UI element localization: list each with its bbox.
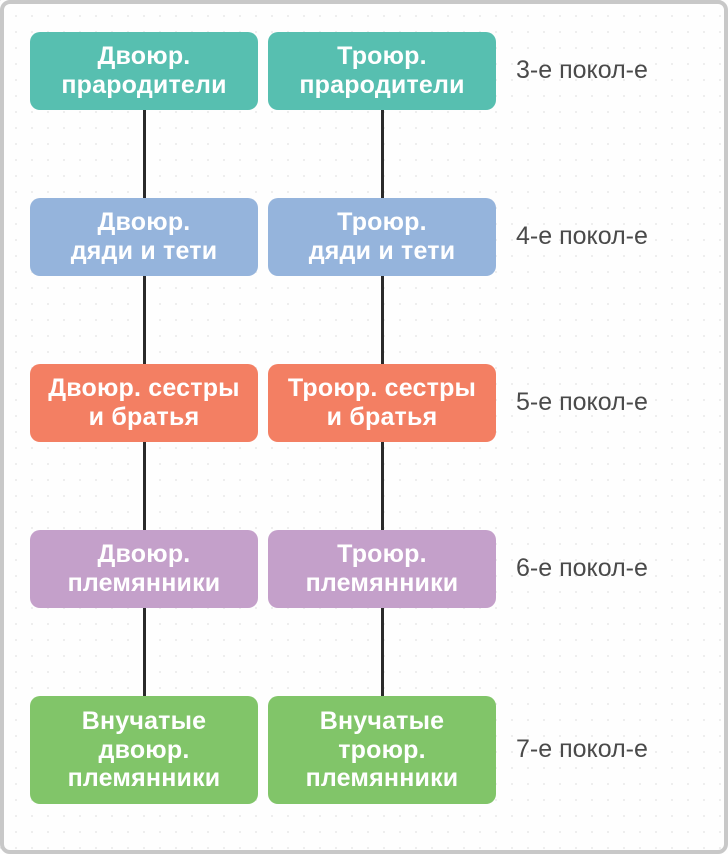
generation-label-row1: 4-е покол-е	[516, 222, 648, 251]
node-col1-row1: Двоюр.дяди и тети	[30, 198, 258, 276]
diagram-canvas: Двоюр.прародителиТроюр.прародители 3-е по…	[0, 0, 728, 854]
node-col1-row2: Двоюр. сестрыи братья	[30, 364, 258, 442]
generation-label-row2: 5-е покол-е	[516, 388, 648, 417]
node-col2-row1: Троюр.дяди и тети	[268, 198, 496, 276]
connector-col1-r0	[143, 108, 146, 200]
node-col2-row3: Троюр.племянники	[268, 530, 496, 608]
node-col1-row0: Двоюр.прародители	[30, 32, 258, 110]
connector-col1-r2	[143, 440, 146, 532]
node-col2-row2: Троюр. сестрыи братья	[268, 364, 496, 442]
node-col2-row0: Троюр.прародители	[268, 32, 496, 110]
generation-label-row4: 7-е покол-е	[516, 735, 648, 764]
generation-label-row0: 3-е покол-е	[516, 56, 648, 85]
connector-col1-r1	[143, 274, 146, 366]
connector-col2-r0	[381, 108, 384, 200]
connector-col2-r3	[381, 606, 384, 698]
node-col1-row3: Двоюр.племянники	[30, 530, 258, 608]
connector-col2-r1	[381, 274, 384, 366]
node-col2-row4: Внучатыетроюр.племянники	[268, 696, 496, 804]
generation-label-row3: 6-е покол-е	[516, 554, 648, 583]
connector-col2-r2	[381, 440, 384, 532]
node-col1-row4: Внучатыедвоюр.племянники	[30, 696, 258, 804]
connector-col1-r3	[143, 606, 146, 698]
